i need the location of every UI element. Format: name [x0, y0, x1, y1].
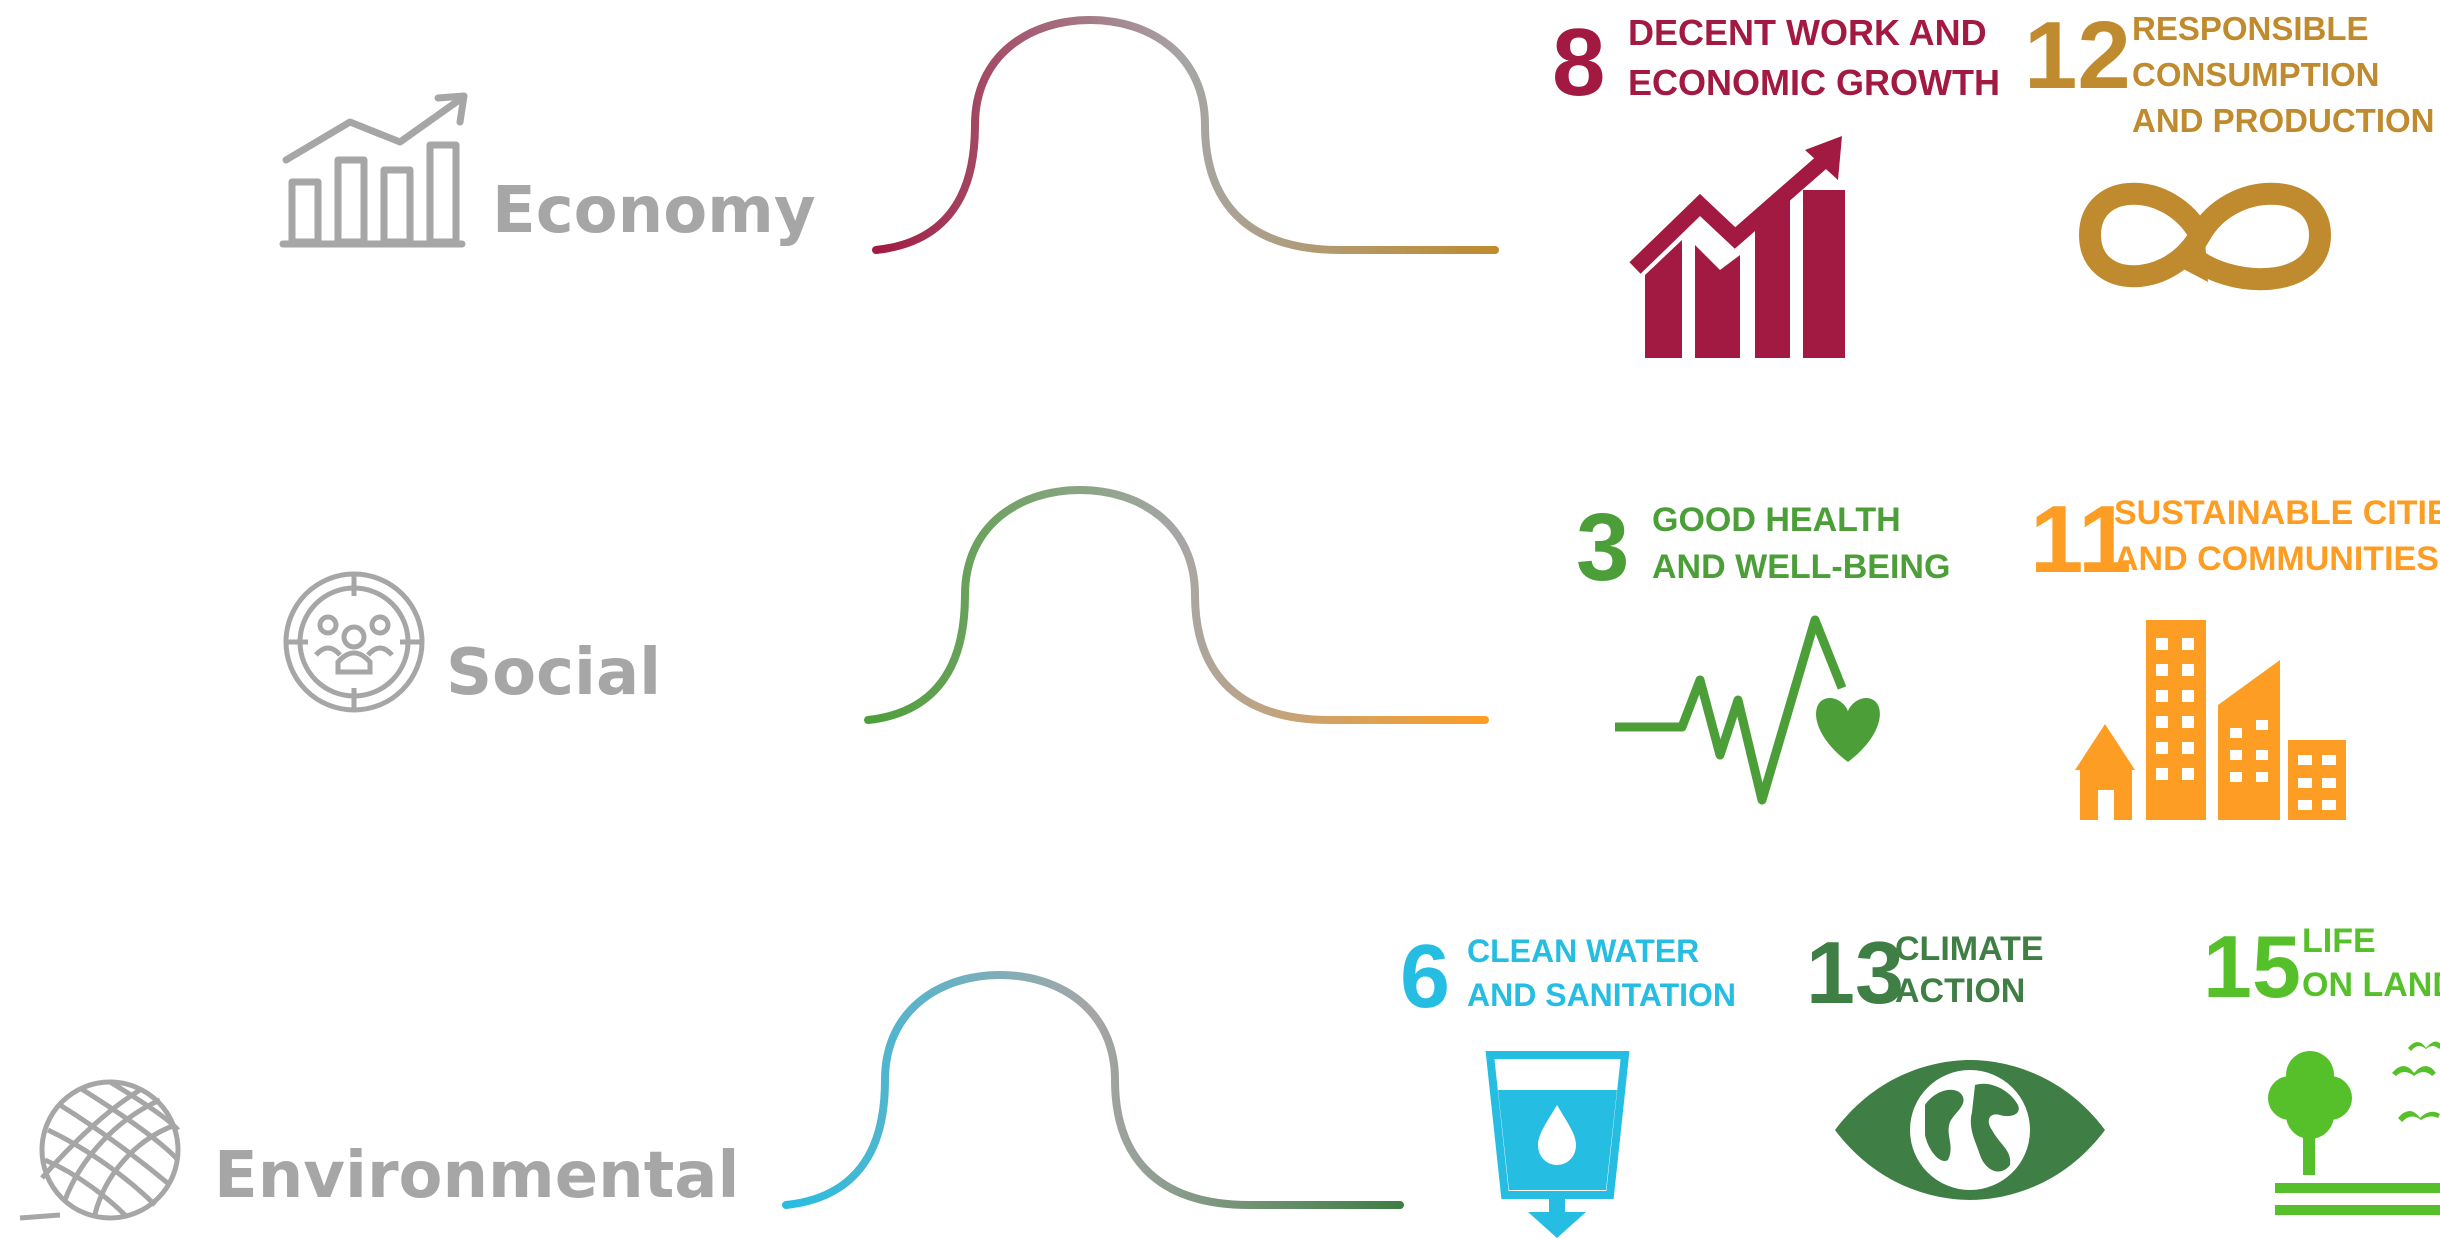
sdg-number: 8 [1552, 9, 1605, 116]
sdg-title-line: SUSTAINABLE CITIES [2114, 494, 2440, 532]
sdg-title-line: RESPONSIBLE [2132, 10, 2369, 47]
sdg-title-line: CLIMATE [1895, 930, 2044, 968]
category-social: Social 3 GOOD HEALTH AND WELL-BEING 11 S… [283, 485, 2440, 820]
sdg-title-line: AND SANITATION [1467, 977, 1736, 1013]
sdg-goal-8: 8 DECENT WORK AND ECONOMIC GROWTH [1552, 9, 2000, 358]
tree-birds-icon [2268, 1041, 2440, 1215]
sdg-goal-11: 11 SUSTAINABLE CITIES AND COMMUNITIES [2030, 486, 2440, 820]
sdg-title-line: AND PRODUCTION [2132, 102, 2435, 139]
city-buildings-icon [2075, 620, 2346, 820]
sdg-number: 3 [1576, 494, 1629, 601]
earth-eye-icon [1835, 1060, 2105, 1200]
sdg-number: 11 [2030, 486, 2131, 593]
yarn-ball-icon [19, 1079, 181, 1221]
sdg-title-line: GOOD HEALTH [1652, 501, 1901, 539]
water-glass-icon [1485, 1051, 1630, 1238]
sdg-title-line: ON LAND [2302, 966, 2440, 1004]
bar-chart-growth-icon [279, 92, 468, 248]
sdg-goal-15: 15 LIFE ON LAND [2203, 917, 2440, 1215]
sdg-title-line: LIFE [2302, 922, 2376, 960]
sdg-title-line: CLEAN WATER [1467, 933, 1699, 969]
sdg-title-line: AND COMMUNITIES [2114, 540, 2439, 578]
connector-curve [864, 485, 1489, 724]
sdg-number: 12 [2024, 2, 2131, 109]
connector-curve [782, 970, 1404, 1209]
sdg-goal-12: 12 RESPONSIBLE CONSUMPTION AND PRODUCTIO… [2024, 2, 2435, 291]
category-environmental: Environmental 6 CLEAN WATER AND SANITATI… [19, 917, 2440, 1238]
sdg-number: 6 [1400, 927, 1450, 1027]
sdg-number: 13 [1806, 923, 1904, 1022]
sdg-title-line: ACTION [1895, 972, 2025, 1010]
community-people-icon [283, 571, 425, 713]
growth-chart-icon [1629, 136, 1845, 358]
sdg-title-line: CONSUMPTION [2132, 56, 2380, 93]
sdg-goal-13: 13 CLIMATE ACTION [1806, 923, 2105, 1200]
infinity-loop-icon [2078, 182, 2332, 291]
heartbeat-icon [1615, 615, 1880, 805]
sdg-goal-3: 3 GOOD HEALTH AND WELL-BEING [1576, 494, 1950, 805]
category-economy: Economy 8 DECENT WORK AND ECONOMIC GROWT… [279, 2, 2435, 358]
sdg-title-line: AND WELL-BEING [1652, 548, 1950, 586]
sdg-goal-6: 6 CLEAN WATER AND SANITATION [1400, 927, 1736, 1238]
connector-curve [872, 15, 1499, 254]
category-label: Social [446, 636, 661, 710]
category-label: Environmental [214, 1139, 739, 1213]
category-label: Economy [492, 174, 816, 248]
sdg-number: 15 [2203, 917, 2301, 1016]
sdg-title-line: DECENT WORK AND [1628, 12, 1987, 53]
sdg-title-line: ECONOMIC GROWTH [1628, 62, 2000, 103]
